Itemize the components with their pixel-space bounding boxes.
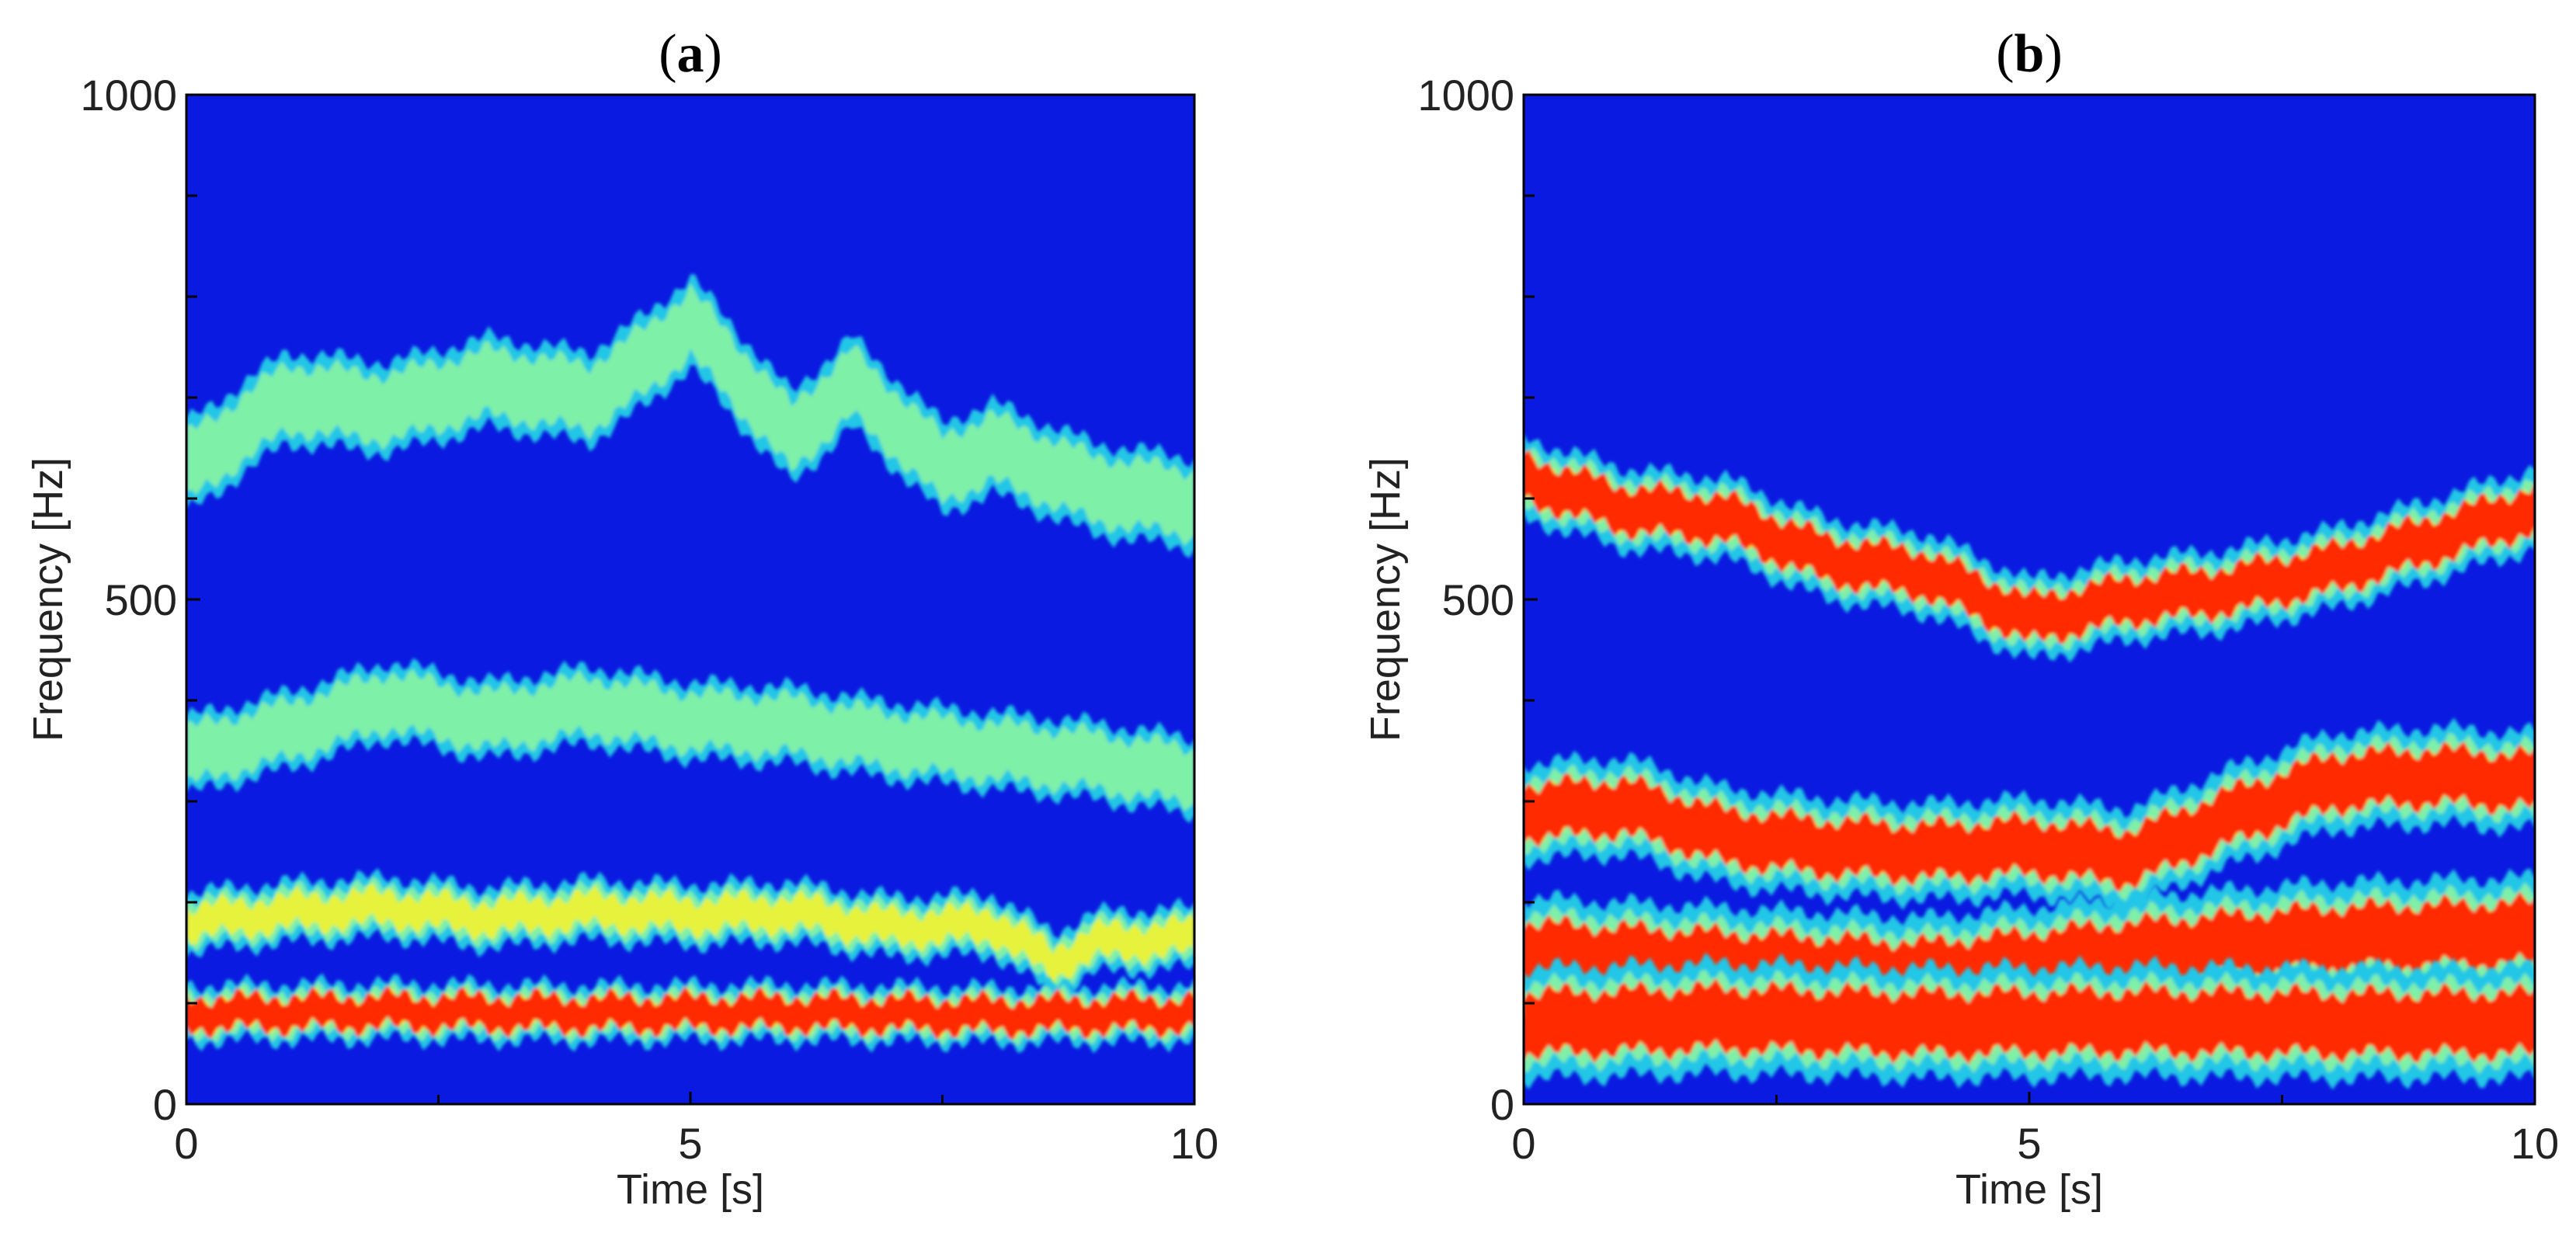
x-axis-label: Time [s] bbox=[1955, 1166, 2103, 1213]
band-harmonic-2-level-3 bbox=[186, 883, 1194, 985]
y-tick-label: 0 bbox=[1490, 1080, 1514, 1129]
y-tick-label: 1000 bbox=[1417, 71, 1514, 120]
band-harmonic-4 bbox=[186, 274, 1194, 558]
y-tick-label: 0 bbox=[153, 1080, 177, 1129]
x-tick-label: 0 bbox=[174, 1119, 198, 1168]
band-harmonic-3 bbox=[1524, 433, 2535, 663]
x-tick-label: 10 bbox=[2511, 1119, 2559, 1168]
band-fundamental-lower-level-4 bbox=[1524, 978, 2535, 1065]
band-harmonic-3-level-2 bbox=[186, 669, 1194, 811]
x-tick-label: 0 bbox=[1511, 1119, 1535, 1168]
y-tick-label: 1000 bbox=[80, 71, 177, 120]
band-fundamental bbox=[186, 973, 1194, 1054]
panel-b: 0 5 10 0 500 1000 Time [s] Frequency [Hz] (b) bbox=[1362, 24, 2559, 1213]
panel-title: (b) bbox=[1996, 24, 2063, 84]
x-axis-label: Time [s] bbox=[617, 1166, 764, 1213]
y-tick-label: 500 bbox=[105, 575, 177, 624]
band-harmonic-2-level-4 bbox=[1524, 741, 2535, 892]
x-tick-label: 5 bbox=[678, 1119, 702, 1168]
spectrogram-bands bbox=[186, 274, 1194, 1054]
band-harmonic-4-level-2 bbox=[186, 283, 1194, 546]
spectrogram-bands bbox=[1524, 433, 2535, 1090]
band-harmonic-2 bbox=[186, 867, 1194, 1000]
band-fundamental-lower bbox=[1524, 952, 2535, 1090]
panel-title: (a) bbox=[659, 24, 722, 84]
band-harmonic-3-level-4 bbox=[1524, 450, 2535, 644]
x-tick-label: 5 bbox=[2017, 1119, 2041, 1168]
panel-a: 0 5 10 0 500 1000 Time [s] Frequency [Hz] (a) bbox=[25, 24, 1218, 1213]
y-tick-label: 500 bbox=[1442, 575, 1514, 624]
y-axis-label: Frequency [Hz] bbox=[1362, 457, 1409, 742]
y-axis-label: Frequency [Hz] bbox=[25, 457, 71, 742]
band-harmonic-2 bbox=[1524, 717, 2535, 915]
x-tick-label: 10 bbox=[1170, 1119, 1218, 1168]
band-fundamental-level-4 bbox=[186, 985, 1194, 1040]
band-harmonic-3 bbox=[186, 658, 1194, 824]
